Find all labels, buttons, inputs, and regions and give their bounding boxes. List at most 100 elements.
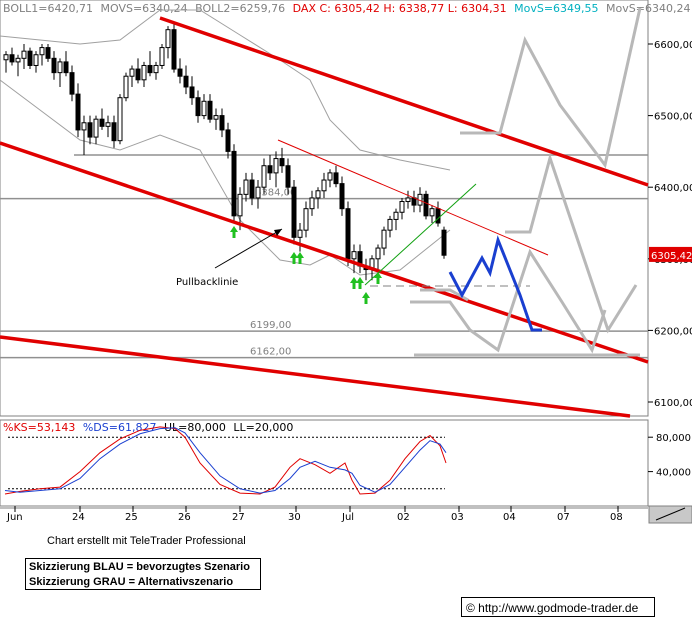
candle-body xyxy=(171,29,177,70)
scenario-legend: Skizzierung BLAU = bevorzugtes Szenario … xyxy=(25,558,261,590)
candle-body xyxy=(231,150,237,217)
channel-bottom xyxy=(0,335,631,418)
time-tick-label: Jun xyxy=(6,512,23,523)
bollinger-band xyxy=(0,9,451,171)
credit-text: Chart erstellt mit TeleTrader Profession… xyxy=(47,535,246,547)
movs2-label: MovS=6340,24 xyxy=(606,2,690,15)
candle-body xyxy=(387,218,393,231)
candle-body xyxy=(75,93,81,131)
movs-blue-label: MovS=6349,55 xyxy=(514,2,598,15)
candle-body xyxy=(45,47,51,59)
candle-body xyxy=(237,193,243,217)
url-box: © http://www.godmode-trader.de xyxy=(461,597,655,617)
pullback-pointer xyxy=(214,228,283,269)
last-value-box xyxy=(649,246,692,262)
candle-body xyxy=(93,118,99,138)
stoch-ds-line xyxy=(4,427,447,494)
stoch-tick-label: 40,000 xyxy=(656,468,691,479)
candle-body xyxy=(285,165,291,188)
candle-body xyxy=(27,50,33,66)
candle-body xyxy=(129,68,135,77)
time-tick-label: 30 xyxy=(288,512,301,523)
candle-body xyxy=(21,50,27,59)
time-tick-label: 07 xyxy=(557,512,570,523)
candle-body xyxy=(267,165,273,174)
level-label: 6162,00 xyxy=(250,347,291,358)
candle-body xyxy=(153,64,159,74)
candle-body xyxy=(117,97,123,142)
header-text: BOLL1=6420,71 MOVS=6340,24 BOLL2=6259,76… xyxy=(3,2,690,15)
candle-body xyxy=(321,179,327,192)
pullback-arrowhead xyxy=(274,229,282,236)
candle-body xyxy=(351,251,357,260)
candle-body xyxy=(423,193,429,217)
candle-body xyxy=(435,208,441,224)
candle-body xyxy=(429,208,435,217)
trend-line xyxy=(277,139,549,256)
price-tick-label: 6200,00 xyxy=(654,326,692,337)
candle-body xyxy=(393,211,399,220)
green-arrow xyxy=(230,226,238,238)
green-arrow xyxy=(356,277,364,289)
candle-body xyxy=(99,118,105,127)
candle-body xyxy=(201,100,207,117)
channel-lower xyxy=(0,141,649,364)
candle-body xyxy=(9,54,15,63)
candle-body xyxy=(243,179,249,195)
candle-body xyxy=(279,158,285,167)
green-arrow xyxy=(362,292,370,304)
chart-canvas: 6600,006500,006400,006300,006200,006100,… xyxy=(0,0,692,524)
grey-scenario xyxy=(430,248,607,354)
level-label: 6199,00 xyxy=(250,320,291,331)
time-tick-label: 08 xyxy=(610,512,623,523)
time-tick-label: 04 xyxy=(503,512,516,523)
candle-body xyxy=(51,57,57,74)
candle-body xyxy=(177,68,183,77)
candle-body xyxy=(219,115,225,131)
time-tick-label: 02 xyxy=(397,512,410,523)
candle-body xyxy=(261,165,267,188)
candle-body xyxy=(87,122,93,138)
candle-body xyxy=(381,229,387,249)
candle-body xyxy=(273,158,279,174)
candle-body xyxy=(135,68,141,81)
blue-scenario xyxy=(448,235,542,332)
candle-body xyxy=(81,122,87,131)
candle-body xyxy=(159,47,165,66)
pullback-label: Pullbacklinie xyxy=(176,277,238,288)
candle-body xyxy=(255,186,261,199)
candle-body xyxy=(297,229,303,238)
candle-body xyxy=(195,97,201,117)
time-tick-label: 24 xyxy=(72,512,85,523)
candle-body xyxy=(207,100,213,120)
candle-body xyxy=(345,208,351,260)
candle-body xyxy=(63,61,69,74)
stoch-ks-line xyxy=(4,426,447,495)
price-tick-label: 6100,00 xyxy=(654,398,692,409)
channel-upper xyxy=(159,16,649,187)
uptrend-line xyxy=(364,183,477,286)
time-tick-label: 25 xyxy=(125,512,138,523)
candle-body xyxy=(249,179,255,199)
candle-body xyxy=(33,54,39,66)
price-tick-label: 6500,00 xyxy=(654,112,692,123)
candle-body xyxy=(15,57,21,63)
price-tick-label: 6400,00 xyxy=(654,183,692,194)
candle-body xyxy=(57,61,63,74)
stoch-panel xyxy=(0,419,649,507)
price-axis: 6600,006500,006400,006300,006200,006100,… xyxy=(648,40,692,409)
ks-label: %KS=53,143 xyxy=(3,421,75,434)
url-text[interactable]: © http://www.godmode-trader.de xyxy=(466,601,639,615)
time-tick-label: 26 xyxy=(178,512,191,523)
last-value-label: 6305,42 xyxy=(651,251,692,262)
grey-scenario xyxy=(505,152,638,334)
candle-body xyxy=(189,86,195,99)
legend-grey: Skizzierung GRAU = Alternativszenario xyxy=(29,576,234,588)
candle-body xyxy=(183,75,189,88)
candle-body xyxy=(315,190,321,199)
ul-label: UL=80,000 xyxy=(164,421,226,434)
boll1-label: BOLL1=6420,71 xyxy=(3,2,93,15)
candle-body xyxy=(375,247,381,260)
stoch-tick-label: 80,000 xyxy=(656,433,691,444)
grey-scenario xyxy=(460,7,642,169)
